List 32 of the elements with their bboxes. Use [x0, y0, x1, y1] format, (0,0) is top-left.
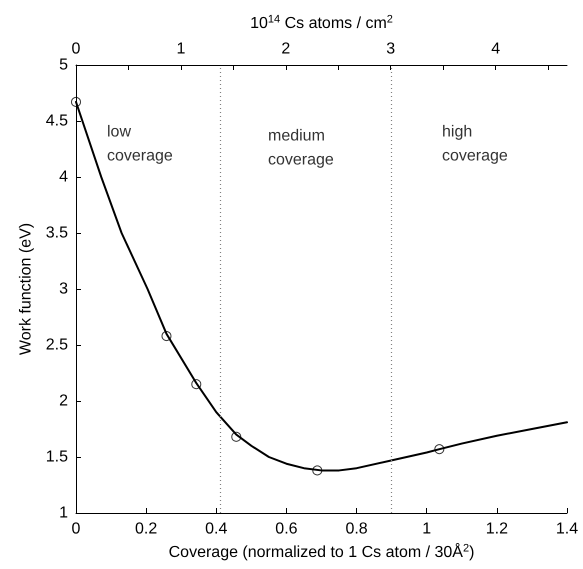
y-tick-label: 2 [59, 392, 68, 410]
point [434, 444, 444, 454]
x-tick-label: 0.2 [135, 520, 158, 538]
y-tick-label: 3.5 [46, 224, 68, 242]
x2-tick-label: 2 [281, 40, 290, 58]
y-tick-label: 1.5 [46, 448, 68, 466]
y-axis-title: Work function (eV) [18, 222, 34, 356]
x2-tick-label: 4 [491, 40, 500, 58]
point [71, 96, 81, 107]
x-tick-label: 0.4 [205, 520, 228, 538]
annotation: medium coverage [268, 128, 334, 168]
y-tick-label: 1 [59, 504, 68, 522]
annotation: high coverage [442, 124, 508, 164]
x-tick-label: 1.2 [486, 520, 508, 538]
point [231, 432, 242, 442]
y-tick-label: 2.5 [46, 336, 68, 354]
x-tick-label: 1 [422, 520, 432, 538]
y-tick-label: 4 [59, 168, 68, 186]
point [191, 379, 202, 390]
x-tick-label: 0.8 [345, 520, 368, 538]
x-tick-label: 0 [72, 520, 81, 538]
x-tick-label: 0.6 [275, 520, 298, 538]
point [161, 331, 172, 342]
y-tick-label: 3 [59, 280, 68, 298]
x2-tick-label: 3 [386, 40, 396, 58]
y-tick-label: 5 [59, 56, 68, 74]
x2-tick-label: 1 [176, 40, 186, 58]
annotation: low coverage [107, 124, 173, 164]
x2-tick-label: 0 [72, 40, 81, 58]
point [312, 465, 322, 476]
x-tick-label: 1.4 [556, 520, 578, 538]
y-tick-label: 4.5 [46, 112, 68, 130]
